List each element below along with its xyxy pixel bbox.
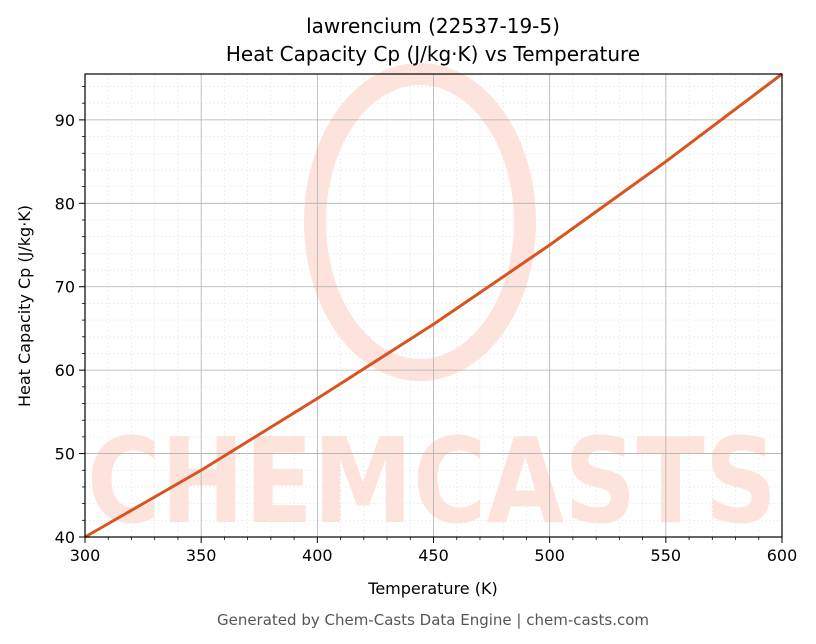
y-tick-label: 70 bbox=[55, 278, 75, 297]
axis-ticks: 300 350 400 450 500 550 600 40 50 60 70 80 90 bbox=[55, 86, 798, 565]
y-tick-label: 40 bbox=[55, 528, 75, 547]
x-tick-label: 400 bbox=[302, 546, 333, 565]
watermark: CHEMCASTS bbox=[87, 63, 777, 550]
footer-credit: Generated by Chem-Casts Data Engine | ch… bbox=[217, 611, 649, 629]
y-tick-label: 60 bbox=[55, 361, 75, 380]
x-tick-label: 450 bbox=[418, 546, 449, 565]
chart-title-line1: lawrencium (22537-19-5) bbox=[306, 14, 560, 38]
series-line bbox=[84, 72, 783, 539]
x-tick-label: 500 bbox=[534, 546, 565, 565]
y-axis-label: Heat Capacity Cp (J/kg·K) bbox=[15, 205, 34, 407]
x-tick-label: 300 bbox=[70, 546, 101, 565]
x-axis-label: Temperature (K) bbox=[367, 579, 497, 598]
x-tick-label: 600 bbox=[767, 546, 798, 565]
series-layer bbox=[84, 72, 783, 539]
x-tick-label: 550 bbox=[651, 546, 682, 565]
watermark-text: CHEMCASTS bbox=[87, 412, 777, 550]
chart-title-line2: Heat Capacity Cp (J/kg·K) vs Temperature bbox=[226, 42, 640, 66]
y-tick-label: 50 bbox=[55, 445, 75, 464]
y-tick-label: 80 bbox=[55, 194, 75, 213]
y-tick-label: 90 bbox=[55, 111, 75, 130]
x-tick-label: 350 bbox=[186, 546, 217, 565]
